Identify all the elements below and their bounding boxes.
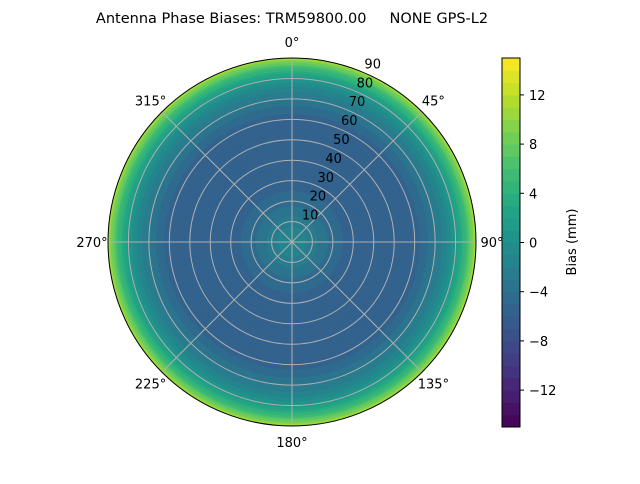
polar-grid: [108, 58, 476, 426]
colorbar-level: [502, 254, 520, 268]
colorbar-level: [502, 291, 520, 305]
colorbar-level: [502, 304, 520, 317]
colorbar-level: [502, 414, 520, 428]
angular-gridline: [161, 241, 293, 373]
angular-tick-label: 0°: [285, 36, 300, 51]
angular-tick-label: 270°: [76, 236, 107, 251]
chart-title: Antenna Phase Biases: TRM59800.00 NONE G…: [96, 11, 488, 27]
colorbar-level: [502, 340, 520, 354]
colorbar-level: [502, 353, 520, 366]
angular-gridline: [291, 111, 423, 243]
radial-tick-label: 40: [325, 152, 342, 167]
radial-tick-label: 90: [364, 57, 381, 72]
colorbar-level: [502, 267, 520, 280]
colorbar-level: [502, 156, 520, 170]
colorbar-label: Bias (mm): [565, 209, 580, 276]
angular-tick-label: 45°: [422, 95, 445, 110]
colorbar-level: [502, 316, 520, 330]
colorbar-level: [502, 181, 520, 194]
colorbar-tick-label: 0: [529, 237, 537, 252]
colorbar-level: [502, 70, 520, 84]
colorbar-tick-label: 8: [529, 138, 537, 153]
colorbar-tick-label: 12: [529, 89, 546, 104]
colorbar-level: [502, 107, 520, 120]
radial-tick-label: 80: [357, 76, 374, 91]
colorbar: 12 8 4 0 −4 −8 −12: [501, 57, 556, 428]
colorbar-level: [502, 377, 520, 391]
colorbar-tick-label: 4: [529, 187, 537, 202]
angular-gridline: [291, 241, 423, 373]
colorbar-level: [502, 365, 520, 379]
colorbar-level: [502, 390, 520, 403]
colorbar-level: [502, 242, 520, 256]
angular-tick-label: 90°: [480, 236, 503, 251]
radial-tick-label: 30: [317, 171, 334, 186]
radial-tick-label: 60: [341, 114, 358, 129]
colorbar-tick-label: −4: [529, 286, 548, 301]
angular-tick-label: 315°: [135, 95, 166, 110]
axis-labels: 0° 45° 90° 135° 180° 225° 270° 315° 10 20 30 40 50 60…: [76, 36, 503, 451]
colorbar-level: [502, 168, 520, 182]
angular-tick-label: 225°: [135, 377, 166, 392]
colorbar-level: [502, 58, 520, 71]
colorbar-tick-label: −12: [529, 384, 556, 399]
colorbar-level: [502, 205, 520, 219]
colorbar-level: [502, 279, 520, 293]
angular-tick-label: 180°: [276, 436, 307, 451]
radial-tick-label: 50: [333, 133, 350, 148]
radial-tick-label: 70: [349, 95, 366, 110]
polar-frame: [107, 57, 477, 427]
colorbar-level: [502, 94, 520, 108]
colorbar-level: [502, 402, 520, 416]
colorbar-level: [502, 193, 520, 207]
colorbar-level: [502, 144, 520, 157]
colorbar-level: [502, 131, 520, 145]
colorbar-level: [502, 230, 520, 243]
colorbar-level: [502, 328, 520, 342]
angular-tick-label: 135°: [418, 377, 449, 392]
radial-tick-label: 10: [302, 209, 319, 224]
angular-gridline: [161, 111, 293, 243]
colorbar-level: [502, 119, 520, 133]
colorbar-tick-label: −8: [529, 335, 548, 350]
radial-tick-label: 20: [310, 190, 327, 205]
colorbar-level: [502, 82, 520, 96]
colorbar-level: [502, 217, 520, 231]
